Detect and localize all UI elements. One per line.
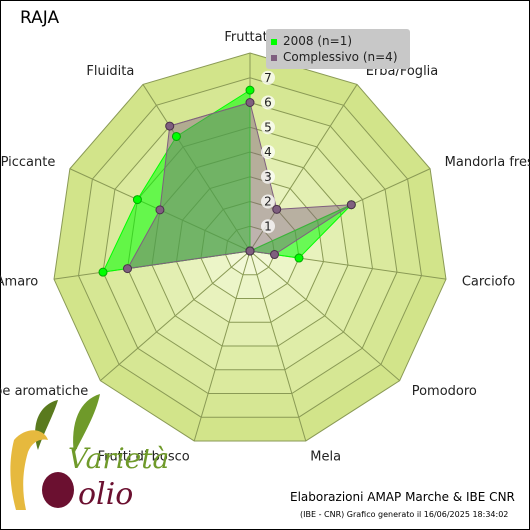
tick-bg-3 <box>261 169 275 184</box>
series-1-point-8 <box>123 264 133 274</box>
series-1-point-0 <box>245 98 255 107</box>
tick-text-7: 7 <box>264 71 272 85</box>
tick-bg-4 <box>261 145 275 159</box>
tick-text-5: 5 <box>264 120 272 134</box>
tick-label-2: 2 <box>261 194 275 209</box>
legend-marker-complessivo <box>271 54 277 61</box>
tick-label-6: 6 <box>261 95 275 110</box>
credit-text: Elaborazioni AMAP Marche & IBE CNR <box>290 490 515 504</box>
tick-label-1: 1 <box>261 219 275 234</box>
tick-text-1: 1 <box>264 219 272 233</box>
axis-label-8: Amaro <box>0 274 38 289</box>
logo-leaf-right <box>73 394 100 454</box>
radar-spoke-5 <box>249 250 307 442</box>
axis-label-3: Carciofo <box>462 274 515 289</box>
varieta-olio-logo: Varietà olio <box>10 394 169 512</box>
series-0-point-0 <box>245 85 255 95</box>
logo-text-varieta: Varietà <box>68 442 169 475</box>
legend-item-2008: 2008 (n=1) <box>271 34 352 48</box>
series-0-point-9 <box>132 195 142 205</box>
tick-text-3: 3 <box>264 170 272 184</box>
legend-item-complessivo: Complessivo (n=4) <box>271 50 398 64</box>
tick-bg-6 <box>261 95 275 110</box>
axis-label-4: Pomodoro <box>412 384 477 399</box>
series-1-point-1 <box>272 204 282 214</box>
tick-text-4: 4 <box>264 145 272 159</box>
legend-marker-2008 <box>271 38 277 45</box>
chart-title: RAJA <box>20 8 60 28</box>
axis-label-2: Mandorla fresca <box>445 155 530 170</box>
series-1-point-3 <box>269 250 279 260</box>
radar-spoke-7 <box>100 250 251 382</box>
tick-text-6: 6 <box>264 96 272 110</box>
tick-bg-2 <box>261 194 275 209</box>
axis-label-6: Frutti di bosco <box>98 449 190 464</box>
tick-text-2: 2 <box>264 195 272 209</box>
radar-ticks: 1 2 3 4 5 6 7 <box>261 70 275 234</box>
series-1-point-10 <box>165 121 175 131</box>
logo-text-olio: olio <box>78 477 133 512</box>
legend: 2008 (n=1) Complessivo (n=4) <box>266 29 410 69</box>
tick-bg-5 <box>261 120 275 135</box>
radar-spoke-6 <box>193 250 251 442</box>
tick-bg-1 <box>261 219 275 234</box>
tick-label-5: 5 <box>261 120 275 135</box>
legend-label-2008: 2008 (n=1) <box>283 34 353 48</box>
series-1-point-7 <box>245 246 255 256</box>
axis-label-0: Fruttato <box>224 30 275 45</box>
legend-label-complessivo: Complessivo (n=4) <box>283 50 398 64</box>
axis-label-10: Fluidita <box>86 64 134 79</box>
tick-label-7: 7 <box>261 70 275 85</box>
series-1-point-2 <box>346 200 356 210</box>
series-1-point-9 <box>155 205 165 215</box>
axis-label-5: Mela <box>310 449 341 464</box>
logo-swoosh <box>10 430 48 510</box>
logo-olive <box>42 472 74 508</box>
tick-bg-7 <box>261 70 275 85</box>
radar-spoke-4 <box>249 250 400 382</box>
generated-timestamp: (IBE - CNR) Grafico generato il 16/06/20… <box>300 510 509 519</box>
series-0-point-10 <box>171 131 181 141</box>
series-0-point-3 <box>294 253 304 263</box>
radar-series <box>98 85 356 277</box>
axis-label-9: Piccante <box>1 155 56 170</box>
tick-label-4: 4 <box>261 145 275 159</box>
series-0-point-8 <box>98 267 108 277</box>
tick-label-3: 3 <box>261 169 275 184</box>
axis-label-7: Erbe aromatiche <box>0 384 88 399</box>
logo-leaf-left <box>35 400 58 450</box>
